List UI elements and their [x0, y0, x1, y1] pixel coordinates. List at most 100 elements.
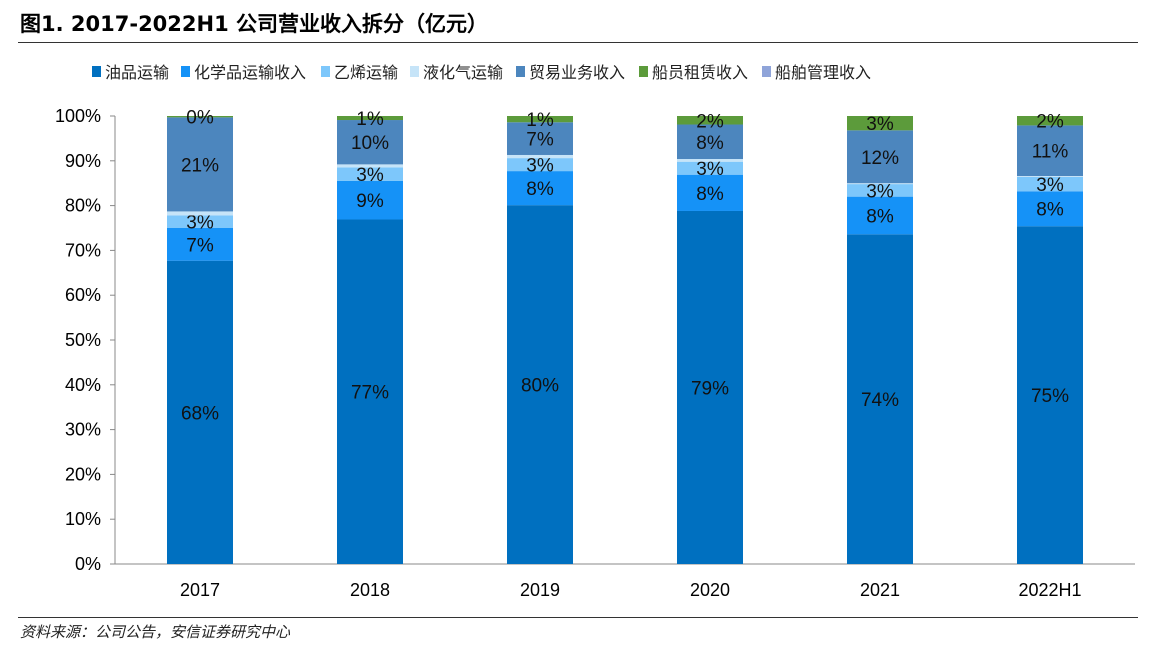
legend-swatch [762, 66, 771, 77]
x-tick-label: 2022H1 [1018, 580, 1081, 600]
data-label: 11% [1032, 142, 1069, 163]
bar-segment [337, 116, 403, 121]
data-label: 8% [1036, 200, 1064, 221]
x-tick-label: 2017 [180, 580, 220, 600]
y-tick-label: 10% [65, 509, 101, 529]
data-label: 74% [861, 390, 899, 411]
data-label: 75% [1031, 386, 1069, 407]
bar-segment [337, 120, 403, 165]
y-tick-label: 50% [65, 330, 101, 350]
y-tick-label: 100% [55, 106, 101, 126]
legend-label: 液化气运输 [423, 64, 503, 82]
bar-segment [167, 116, 233, 118]
data-label: 80% [521, 376, 559, 397]
data-label: 79% [691, 378, 729, 399]
legend-label: 船舶管理收入 [775, 64, 871, 82]
data-label: 8% [696, 184, 724, 205]
y-tick-label: 0% [75, 554, 101, 574]
legend-swatch [516, 66, 525, 77]
bar-segment [847, 234, 913, 564]
bar-segment [677, 124, 743, 160]
bar-segment [847, 130, 913, 184]
data-label: 1% [356, 109, 384, 130]
title-rule [18, 42, 1138, 43]
bar-segment [1017, 116, 1083, 126]
y-tick-label: 90% [65, 151, 101, 171]
legend-label: 船员租赁收入 [652, 64, 748, 82]
bar-segment [847, 183, 913, 185]
data-label: 12% [861, 148, 899, 169]
y-tick-label: 60% [65, 285, 101, 305]
data-label: 77% [351, 383, 389, 404]
bar-segment [847, 116, 913, 131]
bar-segment [1017, 176, 1083, 192]
bar-segment [1017, 125, 1083, 177]
data-label: 3% [866, 181, 894, 202]
source-note: 资料来源：公司公告，安信证券研究中心 [20, 623, 291, 641]
y-tick-label: 40% [65, 375, 101, 395]
bar-segment [1017, 176, 1083, 177]
data-label: 8% [696, 133, 724, 154]
data-label: 3% [356, 165, 384, 186]
legend-swatch [410, 66, 419, 77]
bar-segment [507, 171, 573, 206]
data-label: 68% [181, 403, 219, 424]
legend-label: 化学品运输收入 [194, 64, 306, 82]
y-tick-label: 30% [65, 420, 101, 440]
x-tick-label: 2020 [690, 580, 730, 600]
bar-segment [1017, 191, 1083, 227]
bar-segment [507, 122, 573, 155]
data-label: 7% [186, 235, 214, 256]
legend-label: 油品运输 [105, 64, 169, 82]
legend-swatch [639, 66, 648, 77]
x-tick-label: 2018 [350, 580, 390, 600]
data-label: 3% [186, 213, 214, 234]
legend-swatch [321, 66, 330, 77]
data-label: 2% [1036, 112, 1064, 133]
bar-segment [337, 164, 403, 168]
data-label: 7% [526, 130, 554, 151]
data-label: 8% [526, 179, 554, 200]
bar-segment [507, 154, 573, 159]
bar-segment [847, 196, 913, 235]
bar-segment [507, 158, 573, 172]
data-label: 0% [186, 108, 214, 129]
data-label: 8% [866, 206, 894, 227]
bar-segment [677, 174, 743, 211]
bar-segment [847, 184, 913, 197]
source-rule [18, 617, 1138, 618]
y-tick-label: 80% [65, 196, 101, 216]
legend-label: 乙烯运输 [334, 64, 398, 82]
data-label: 2% [696, 111, 724, 132]
bar-segment [677, 161, 743, 175]
bar-segment [337, 167, 403, 181]
chart-title: 图1. 2017-2022H1 公司营业收入拆分（亿元） [20, 12, 489, 36]
bar-segment [507, 205, 573, 565]
legend-label: 贸易业务收入 [529, 64, 625, 82]
data-label: 3% [696, 159, 724, 180]
bar-segment [167, 228, 233, 261]
y-tick-label: 70% [65, 240, 101, 260]
bar-segment [677, 210, 743, 564]
bar-segment [677, 116, 743, 125]
bar-segment [677, 159, 743, 162]
bar-segment [337, 219, 403, 564]
data-label: 21% [181, 155, 219, 176]
x-tick-label: 2021 [860, 580, 900, 600]
bar-segment [167, 260, 233, 564]
bar-segment [167, 215, 233, 228]
bar-segment [1017, 226, 1083, 564]
x-tick-label: 2019 [520, 580, 560, 600]
data-label: 1% [526, 110, 554, 131]
bar-segment [167, 211, 233, 216]
data-label: 3% [1036, 175, 1064, 196]
data-label: 3% [866, 114, 894, 135]
y-tick-label: 20% [65, 464, 101, 484]
bar-segment [167, 117, 233, 212]
data-label: 3% [526, 156, 554, 177]
data-label: 10% [351, 133, 389, 154]
bar-segment [507, 116, 573, 123]
legend-swatch [92, 66, 101, 77]
bar-segment [337, 180, 403, 220]
